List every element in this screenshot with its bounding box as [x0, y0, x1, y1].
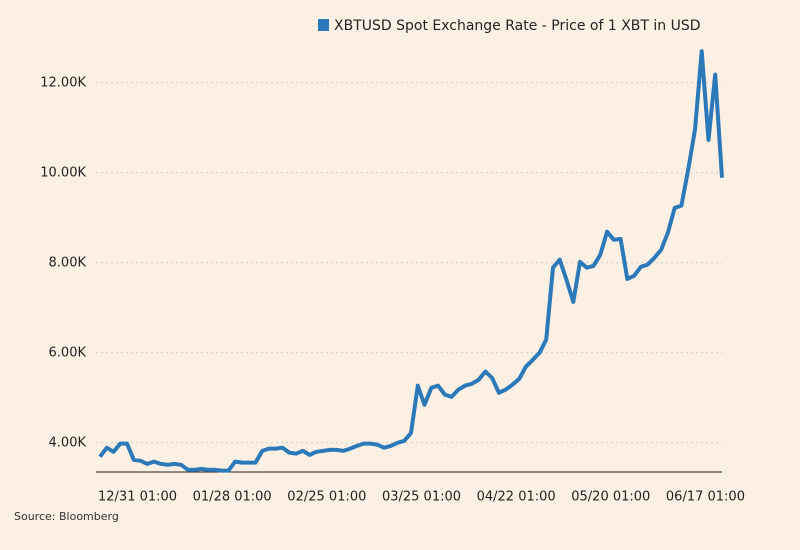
y-tick-label: 12.00K	[40, 75, 86, 90]
x-tick-label: 12/31 01:00	[98, 490, 177, 505]
y-tick-label: 6.00K	[49, 345, 87, 360]
y-tick-label: 10.00K	[40, 165, 86, 180]
legend-swatch	[318, 19, 329, 31]
y-tick-label: 4.00K	[49, 435, 87, 450]
x-tick-label: 05/20 01:00	[571, 490, 650, 505]
x-tick-label: 03/25 01:00	[382, 490, 461, 505]
x-tick-label: 04/22 01:00	[477, 490, 556, 505]
legend-label: XBTUSD Spot Exchange Rate - Price of 1 X…	[334, 18, 701, 34]
y-tick-label: 8.00K	[49, 255, 87, 270]
x-tick-label: 02/25 01:00	[287, 490, 366, 505]
source-note: Source: Bloomberg	[14, 510, 119, 523]
x-tick-label: 01/28 01:00	[193, 490, 272, 505]
price-line	[98, 49, 724, 473]
x-tick-label: 06/17 01:00	[666, 490, 745, 505]
